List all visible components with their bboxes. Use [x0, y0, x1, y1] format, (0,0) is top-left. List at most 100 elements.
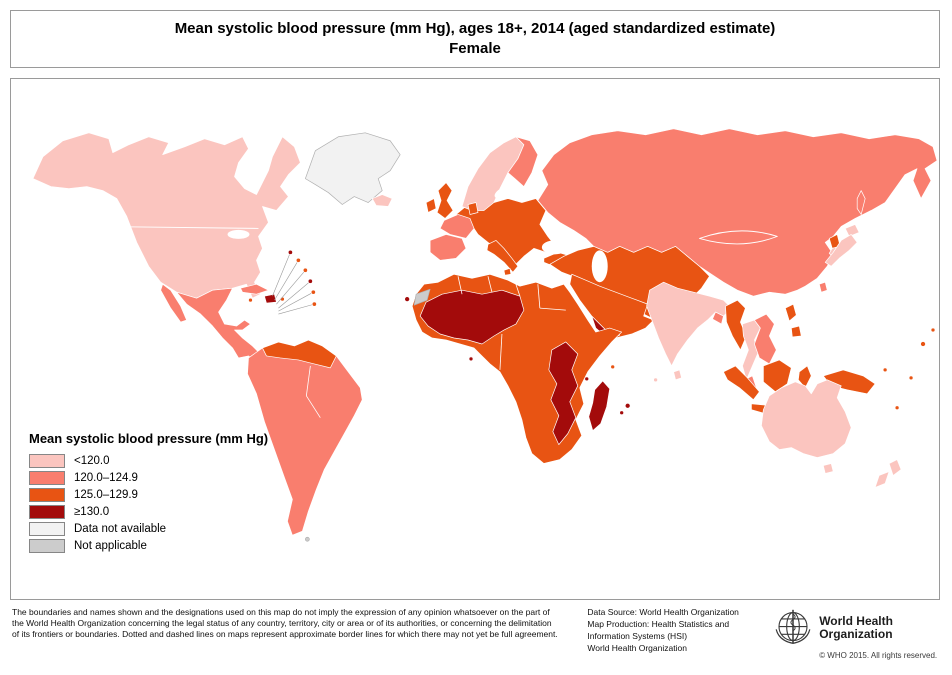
region-east-southeast-africa — [548, 341, 579, 445]
region-falkland-islands — [305, 536, 310, 542]
legend-item: <120.0 — [29, 454, 268, 468]
mongolia-border — [699, 230, 778, 245]
legend-label: Not applicable — [74, 540, 147, 552]
region-seychelles — [610, 364, 616, 370]
who-logo-name: World Health Organization — [819, 613, 893, 641]
region-arabian-peninsula — [569, 273, 654, 339]
region-new-zealand-north — [888, 459, 902, 476]
legend-swatch-125-129 — [29, 488, 65, 502]
legend-swatch-lt120 — [29, 454, 65, 468]
source-line: Information Systems (HSI) — [587, 630, 688, 641]
region-japan-hokkaido — [844, 224, 860, 237]
region-iberia — [429, 234, 467, 261]
copyright-text: © WHO 2015. All rights reserved. — [819, 651, 938, 660]
region-australia — [761, 379, 852, 458]
caspian-sea — [591, 250, 608, 283]
region-new-caledonia — [894, 405, 900, 411]
region-caribbean-island-2 — [295, 257, 301, 263]
legend-label: 125.0–129.9 — [74, 489, 138, 501]
title-box: Mean systolic blood pressure (mm Hg), ag… — [10, 10, 940, 68]
region-caribbean-island-4 — [307, 278, 313, 284]
region-philippines-luzon — [784, 303, 797, 322]
boundaries-disclaimer: The boundaries and names shown and the d… — [12, 607, 558, 640]
region-russia-east-asia — [537, 128, 938, 297]
legend-item: Data not available — [29, 522, 268, 536]
great-lakes — [227, 229, 250, 239]
source-line: Data Source: World Health Organization — [587, 607, 739, 617]
region-philippines-mindanao — [790, 325, 802, 338]
region-maldives — [653, 377, 658, 383]
legend-item: 125.0–129.9 — [29, 488, 268, 502]
region-japan-honshu — [824, 234, 858, 267]
legend-item: Not applicable — [29, 539, 268, 553]
region-sri-lanka — [673, 369, 682, 381]
region-western-sahara — [413, 288, 431, 306]
legend-swatch-120-124 — [29, 471, 65, 485]
source-line: World Health Organization — [587, 642, 687, 653]
legend-item: 120.0–124.9 — [29, 471, 268, 485]
region-sumatra — [723, 365, 760, 401]
region-hispaniola — [264, 293, 277, 304]
us-canada-border — [100, 225, 259, 229]
region-reunion — [619, 410, 625, 416]
region-denmark — [467, 202, 479, 215]
world-map — [32, 128, 938, 542]
source-line: Map Production: Health Statistics and — [587, 618, 730, 629]
region-sao-tome — [468, 356, 474, 362]
region-cuba — [240, 283, 269, 295]
region-finland — [507, 136, 539, 187]
region-ireland — [425, 198, 437, 213]
region-sulawesi — [797, 365, 812, 389]
legend-label: 120.0–124.9 — [74, 472, 138, 484]
caribbean-leader-lines — [272, 252, 315, 315]
legend-swatch-ge130 — [29, 505, 65, 519]
region-jamaica — [248, 297, 253, 303]
region-india — [646, 281, 732, 367]
region-caribbean-island-1 — [287, 249, 293, 255]
africa-borders — [457, 276, 566, 370]
baltic-sea — [494, 186, 514, 199]
region-cape-verde — [404, 296, 410, 302]
region-france — [439, 214, 475, 239]
region-united-kingdom — [436, 182, 454, 219]
region-tasmania — [822, 463, 834, 474]
region-borneo — [763, 359, 792, 393]
map-title-line2: Female — [449, 40, 501, 57]
legend-label: Data not available — [74, 523, 167, 535]
region-madagascar — [588, 380, 611, 431]
footer: The boundaries and names shown and the d… — [12, 607, 940, 660]
map-legend: Mean systolic blood pressure (mm Hg) <12… — [29, 431, 268, 556]
region-taiwan — [818, 281, 828, 293]
data-source-block: Data Source: World Health Organization M… — [587, 607, 772, 655]
who-emblem-icon — [775, 609, 811, 645]
legend-title: Mean systolic blood pressure (mm Hg) — [29, 431, 269, 446]
region-caribbean-island-5 — [310, 289, 316, 295]
region-sicily — [503, 267, 512, 276]
region-mexico-central-america — [176, 287, 261, 363]
region-venezuela-guyanas — [262, 339, 337, 369]
region-iceland — [371, 194, 393, 207]
region-sakhalin — [856, 190, 866, 215]
region-comoros — [584, 376, 590, 382]
region-caribbean-island-6 — [311, 301, 317, 307]
who-logo-block: World Health Organization © WHO 2015. Al… — [772, 607, 940, 660]
region-north-america — [32, 132, 301, 299]
legend-swatch-not-applicable — [29, 539, 65, 553]
region-caribbean-island-3 — [302, 267, 308, 273]
legend-swatch-no-data — [29, 522, 65, 536]
region-greenland — [305, 132, 401, 205]
region-fiji — [920, 341, 926, 347]
legend-item: ≥130.0 — [29, 505, 268, 519]
map-panel: Mean systolic blood pressure (mm Hg) <12… — [10, 78, 940, 600]
region-new-zealand-south — [874, 471, 890, 488]
region-solomon-islands — [882, 367, 888, 373]
legend-label: <120.0 — [74, 455, 110, 467]
region-indochina — [754, 313, 777, 365]
legend-label: ≥130.0 — [74, 506, 110, 518]
map-title-line1: Mean systolic blood pressure (mm Hg), ag… — [174, 19, 776, 37]
region-baja-california — [160, 283, 187, 323]
region-samoa — [930, 327, 936, 333]
region-sahel-west-africa — [419, 289, 525, 345]
region-vanuatu — [908, 375, 914, 381]
region-bangladesh — [712, 311, 724, 325]
